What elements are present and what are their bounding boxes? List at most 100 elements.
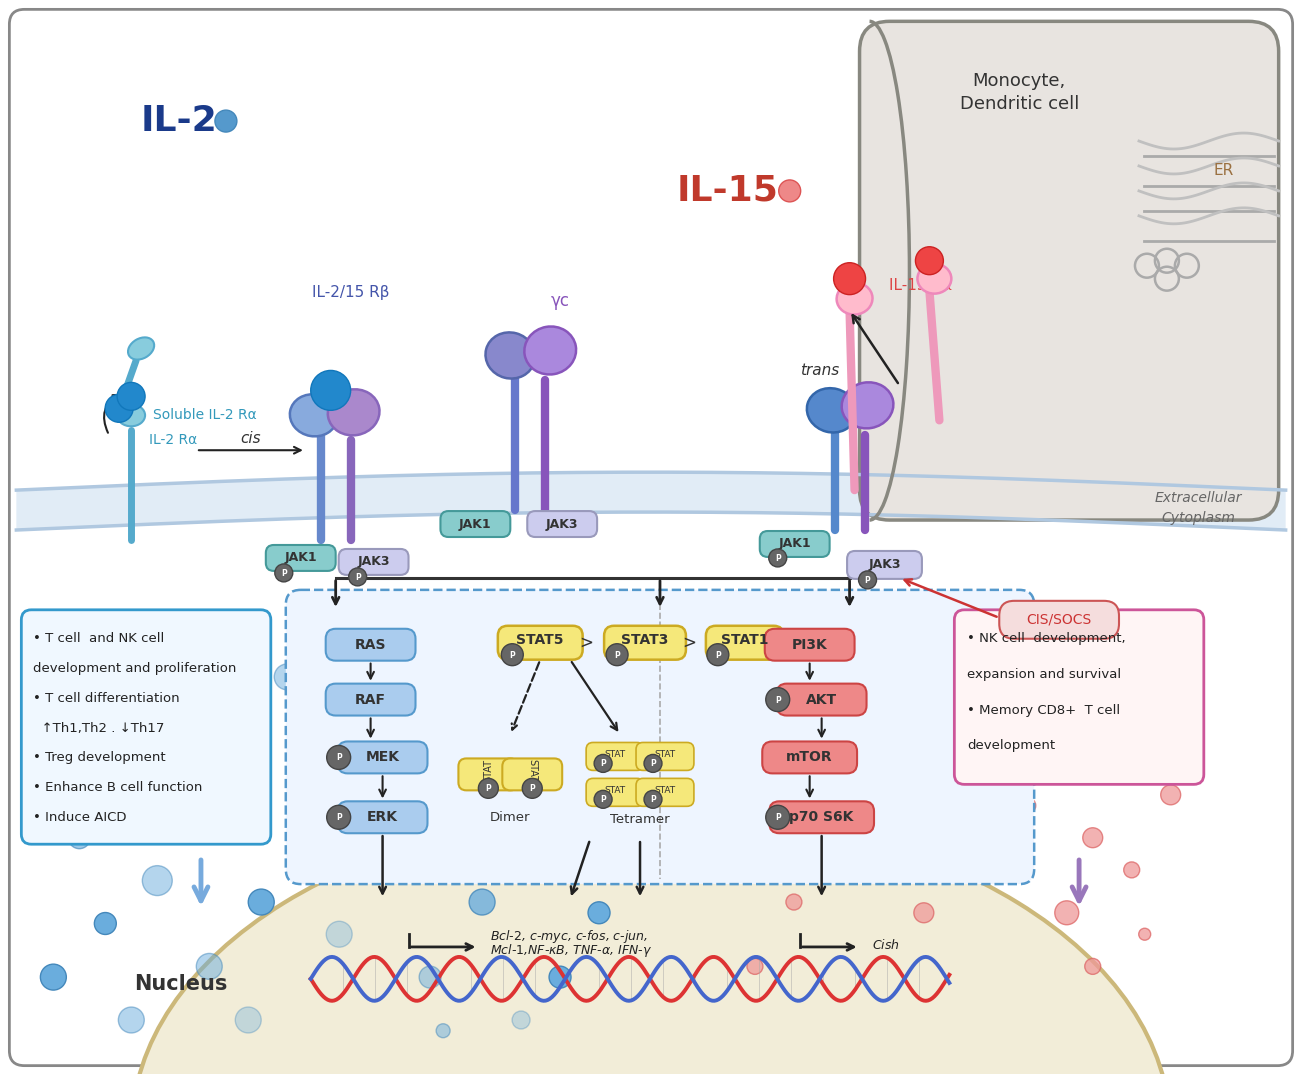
Text: AKT: AKT <box>806 692 837 706</box>
Circle shape <box>799 658 815 674</box>
Text: P: P <box>650 759 656 769</box>
Text: mTOR: mTOR <box>786 750 833 764</box>
FancyBboxPatch shape <box>458 759 518 790</box>
Text: IL-2: IL-2 <box>141 104 217 138</box>
Text: • NK cell  development,: • NK cell development, <box>967 632 1126 645</box>
Circle shape <box>644 755 661 773</box>
FancyBboxPatch shape <box>769 801 874 833</box>
Circle shape <box>786 894 802 911</box>
Text: JAK1: JAK1 <box>779 538 811 550</box>
Text: Monocyte,: Monocyte, <box>973 72 1066 90</box>
Circle shape <box>419 966 441 988</box>
Circle shape <box>501 644 523 665</box>
Text: P: P <box>509 650 516 660</box>
Text: JAK3: JAK3 <box>546 517 578 531</box>
Ellipse shape <box>290 395 337 436</box>
Circle shape <box>833 262 866 295</box>
Circle shape <box>825 841 841 857</box>
Circle shape <box>1055 901 1079 924</box>
Text: Cytoplasm: Cytoplasm <box>1161 511 1236 525</box>
Ellipse shape <box>132 809 1170 1075</box>
FancyBboxPatch shape <box>21 610 271 844</box>
FancyBboxPatch shape <box>503 759 562 790</box>
Circle shape <box>747 959 763 974</box>
FancyBboxPatch shape <box>337 742 427 773</box>
Circle shape <box>1085 959 1100 974</box>
Text: IL-2/15 Rβ: IL-2/15 Rβ <box>312 285 389 300</box>
Text: P: P <box>775 814 781 822</box>
Text: P: P <box>715 650 721 660</box>
Text: P: P <box>600 796 605 804</box>
Text: $Mcl$-$1$,$NF$-$\kappa B$, $TNF$-$\alpha$, $IFN$-$\gamma$: $Mcl$-$1$,$NF$-$\kappa B$, $TNF$-$\alpha… <box>491 943 652 959</box>
Text: JAK3: JAK3 <box>357 556 389 569</box>
Circle shape <box>391 675 417 701</box>
Text: P: P <box>486 785 491 793</box>
FancyBboxPatch shape <box>586 743 644 771</box>
Text: STAT3: STAT3 <box>621 633 669 647</box>
Circle shape <box>478 778 499 799</box>
FancyBboxPatch shape <box>9 10 1293 1065</box>
FancyBboxPatch shape <box>999 601 1118 639</box>
FancyBboxPatch shape <box>637 743 694 771</box>
Text: P: P <box>336 754 341 762</box>
Circle shape <box>538 754 556 772</box>
Text: Tetramer: Tetramer <box>611 813 669 826</box>
Circle shape <box>105 395 133 422</box>
Circle shape <box>159 784 181 806</box>
Circle shape <box>768 549 786 567</box>
Circle shape <box>846 740 871 764</box>
FancyBboxPatch shape <box>440 511 510 538</box>
Circle shape <box>594 755 612 773</box>
Text: STAT: STAT <box>483 759 493 782</box>
Circle shape <box>327 745 350 770</box>
Circle shape <box>589 902 611 923</box>
Circle shape <box>928 787 945 803</box>
Circle shape <box>327 805 350 829</box>
Circle shape <box>707 644 729 665</box>
Text: • Enhance B cell function: • Enhance B cell function <box>34 782 203 794</box>
Text: expansion and survival: expansion and survival <box>967 668 1121 680</box>
FancyBboxPatch shape <box>760 531 829 557</box>
Text: P: P <box>281 569 286 578</box>
Text: • Memory CD8+  T cell: • Memory CD8+ T cell <box>967 703 1121 717</box>
Circle shape <box>1172 697 1195 721</box>
Circle shape <box>469 889 495 915</box>
Circle shape <box>599 825 625 850</box>
Circle shape <box>40 739 66 765</box>
FancyBboxPatch shape <box>777 684 867 716</box>
FancyBboxPatch shape <box>527 511 598 538</box>
Text: • Treg development: • Treg development <box>34 751 165 764</box>
Text: PI3K: PI3K <box>792 637 828 651</box>
Text: $Cish$: $Cish$ <box>871 938 900 952</box>
Circle shape <box>215 110 237 132</box>
Ellipse shape <box>837 283 872 315</box>
Circle shape <box>371 863 385 877</box>
Circle shape <box>142 865 172 895</box>
Text: trans: trans <box>799 363 840 378</box>
Text: Dimer: Dimer <box>490 811 530 823</box>
Text: STAT: STAT <box>604 786 626 794</box>
Circle shape <box>607 644 628 665</box>
Circle shape <box>1031 688 1051 708</box>
Circle shape <box>40 964 66 990</box>
Circle shape <box>858 571 876 589</box>
Text: STAT: STAT <box>527 759 538 782</box>
Text: ER: ER <box>1213 163 1234 178</box>
FancyBboxPatch shape <box>859 22 1279 520</box>
FancyBboxPatch shape <box>637 778 694 806</box>
Text: CIS/SOCS: CIS/SOCS <box>1026 613 1092 627</box>
Circle shape <box>512 1010 530 1029</box>
Text: STAT: STAT <box>604 750 626 759</box>
Circle shape <box>318 711 335 729</box>
Text: P: P <box>650 796 656 804</box>
Circle shape <box>967 722 984 739</box>
FancyBboxPatch shape <box>326 684 415 716</box>
Text: $Bcl$-$2$, $c$-$myc$, $c$-$fos$, $c$-$jun$,: $Bcl$-$2$, $c$-$myc$, $c$-$fos$, $c$-$ju… <box>491 929 648 946</box>
FancyBboxPatch shape <box>706 626 784 660</box>
FancyBboxPatch shape <box>326 629 415 661</box>
Circle shape <box>311 371 350 411</box>
Ellipse shape <box>117 404 145 427</box>
Circle shape <box>902 701 919 717</box>
Circle shape <box>915 247 944 275</box>
Ellipse shape <box>525 327 575 374</box>
